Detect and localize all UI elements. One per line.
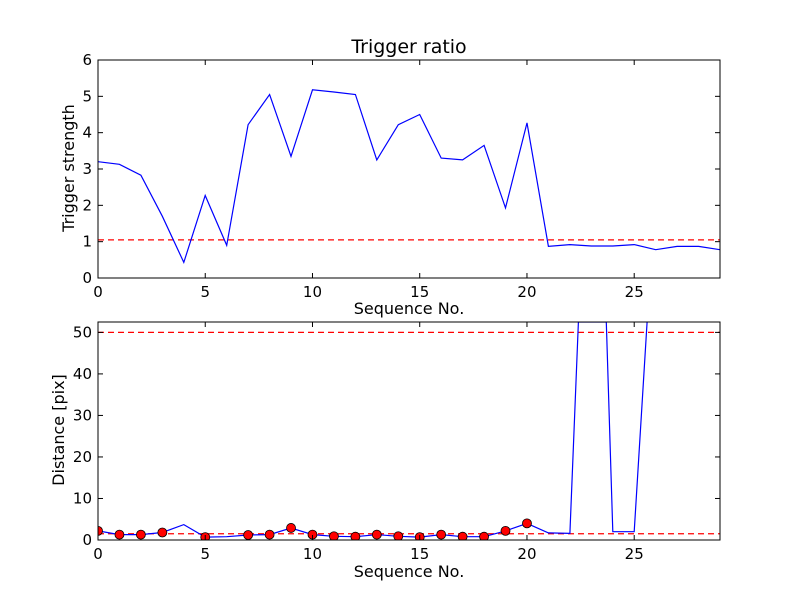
y-tick-label: 3: [82, 160, 92, 178]
x-tick-label: 25: [625, 283, 644, 301]
y-tick-label: 40: [73, 365, 92, 383]
y-tick-label: 4: [82, 124, 92, 142]
data-point-marker: [114, 529, 125, 540]
ticks: 0 5 10 15 20 25 0 1 2 3 4 5 6: [82, 51, 720, 301]
x-tick-label: 5: [200, 283, 210, 301]
x-tick-label: 25: [625, 545, 644, 563]
trigger-ratio-chart: Trigger ratio Sequence No. Trigger stren…: [59, 36, 721, 318]
y-tick-label: 1: [82, 233, 92, 251]
data-point-marker: [500, 525, 511, 536]
x-axis-label: Sequence No.: [354, 299, 465, 318]
x-axis-label: Sequence No.: [354, 562, 465, 581]
series-line: [98, 89, 720, 265]
x-tick-label: 0: [93, 545, 103, 563]
data-point-marker: [329, 531, 339, 540]
y-tick-label: 30: [73, 406, 92, 424]
axes-frame: [97, 321, 721, 541]
data-point-marker: [350, 531, 361, 540]
x-tick-label: 0: [93, 283, 103, 301]
series-group: [98, 322, 648, 540]
y-axis-label: Distance [pix]: [49, 374, 68, 486]
x-tick-label: 15: [410, 283, 429, 301]
data-point-marker: [457, 531, 468, 540]
series-line: [98, 322, 648, 538]
chart-title: Trigger ratio: [350, 36, 466, 58]
y-tick-label: 50: [73, 323, 92, 341]
y-tick-label: 0: [82, 531, 92, 549]
distance-chart: Sequence No. Distance [pix] 0 5 10 15 20 25 0 1…: [49, 321, 721, 581]
data-point-marker: [479, 531, 489, 540]
data-point-marker: [522, 518, 532, 529]
y-axis-label: Trigger strength: [59, 104, 78, 233]
x-tick-label: 5: [200, 545, 210, 563]
ticks: 0 5 10 15 20 25 0 10 20 30 40 50: [73, 322, 720, 563]
data-point-marker: [135, 529, 146, 540]
y-tick-label: 2: [82, 196, 92, 214]
data-point-marker: [436, 529, 447, 540]
data-point-marker: [157, 527, 168, 538]
y-tick-label: 6: [82, 51, 92, 69]
x-tick-label: 10: [303, 283, 322, 301]
data-point-marker: [286, 523, 296, 533]
x-tick-label: 20: [517, 283, 536, 301]
y-tick-label: 0: [82, 269, 92, 287]
series-group: [98, 89, 720, 265]
x-tick-label: 10: [303, 545, 322, 563]
y-tick-label: 10: [73, 489, 92, 507]
x-tick-label: 15: [410, 545, 429, 563]
data-point-marker: [371, 529, 382, 540]
x-tick-label: 20: [517, 545, 536, 563]
reference-lines: [98, 331, 720, 535]
data-point-marker: [264, 529, 275, 540]
data-point-marker: [393, 531, 404, 540]
y-tick-label: 5: [82, 87, 92, 105]
y-tick-label: 20: [73, 448, 92, 466]
data-point-marker: [243, 530, 254, 540]
data-point-marker: [98, 525, 103, 536]
